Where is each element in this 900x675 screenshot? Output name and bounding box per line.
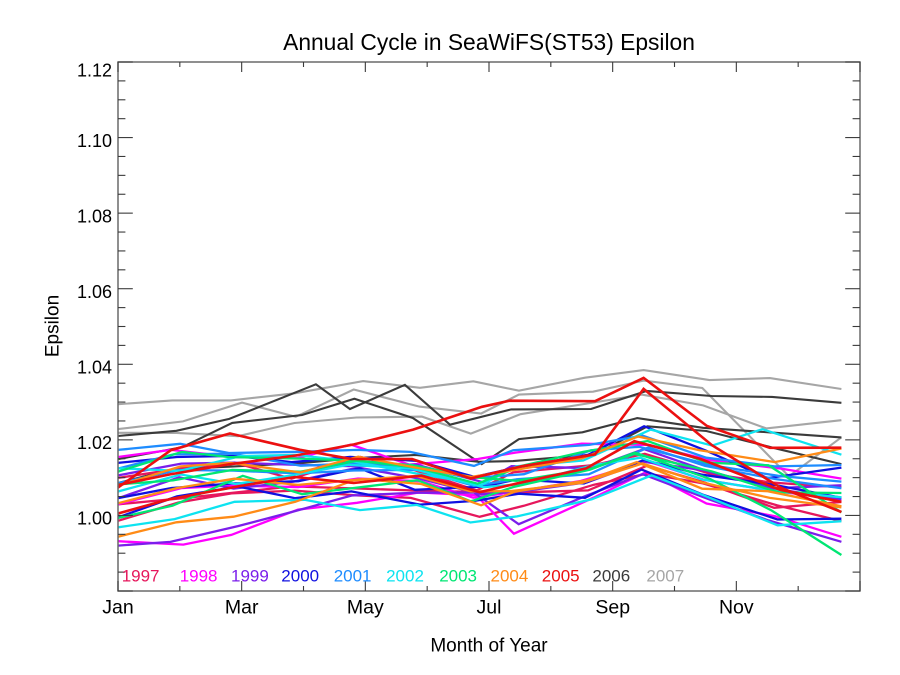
svg-text:Annual Cycle in SeaWiFS(ST53): Annual Cycle in SeaWiFS(ST53) Epsilon (283, 29, 695, 55)
svg-text:1998: 1998 (180, 567, 218, 586)
svg-text:Sep: Sep (595, 597, 630, 619)
svg-text:Month of Year: Month of Year (430, 636, 548, 657)
svg-text:1.00: 1.00 (77, 509, 112, 529)
svg-text:2007: 2007 (646, 567, 684, 586)
svg-text:2001: 2001 (334, 567, 372, 586)
svg-text:1.06: 1.06 (77, 282, 112, 302)
svg-text:Jan: Jan (102, 597, 133, 619)
svg-text:Jul: Jul (477, 597, 502, 619)
svg-text:1999: 1999 (231, 567, 269, 586)
svg-text:2000: 2000 (281, 567, 319, 586)
svg-text:1.08: 1.08 (77, 206, 112, 226)
svg-text:2006: 2006 (592, 567, 630, 586)
svg-text:2002: 2002 (386, 567, 424, 586)
svg-text:May: May (347, 597, 384, 619)
svg-text:Epsilon: Epsilon (43, 295, 64, 357)
svg-text:1.10: 1.10 (77, 131, 112, 151)
svg-text:2004: 2004 (491, 567, 529, 586)
svg-text:1.12: 1.12 (77, 61, 112, 81)
svg-text:2005: 2005 (542, 567, 580, 586)
svg-text:1.04: 1.04 (77, 358, 112, 378)
svg-text:Mar: Mar (225, 597, 259, 619)
svg-text:Nov: Nov (719, 597, 754, 619)
svg-text:2003: 2003 (439, 567, 477, 586)
svg-text:1997: 1997 (122, 567, 160, 586)
svg-text:1.02: 1.02 (77, 433, 112, 453)
